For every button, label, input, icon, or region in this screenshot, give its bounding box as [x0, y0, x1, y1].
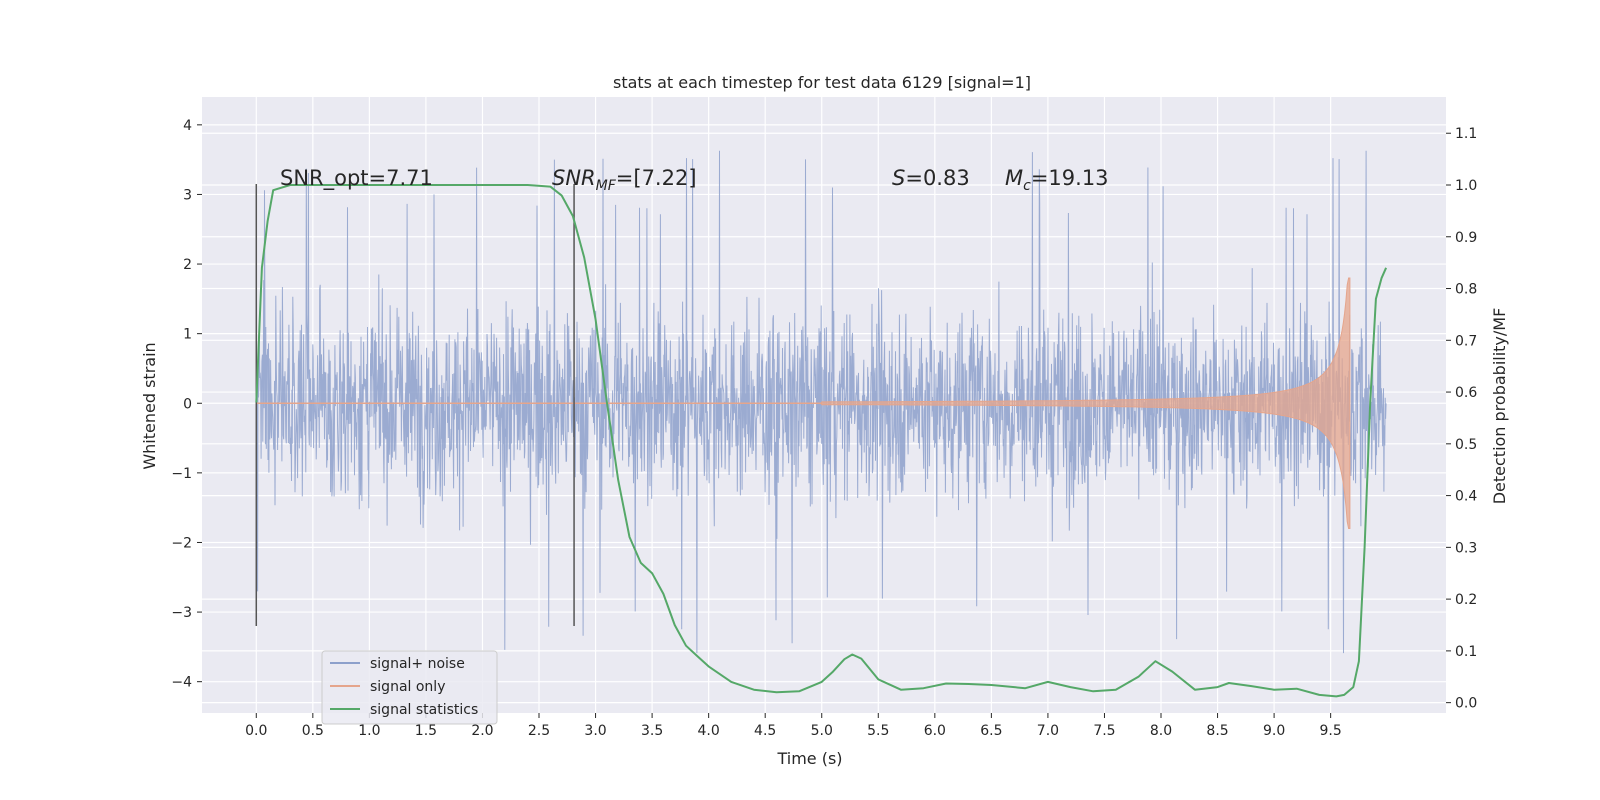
x-tick-label: 3.0 — [584, 723, 606, 739]
x-axis-label: Time (s) — [776, 749, 842, 768]
x-tick-label: 4.0 — [698, 723, 720, 739]
y2-tick-label: 0.8 — [1455, 282, 1477, 298]
y2-tick-label: 0.4 — [1455, 489, 1477, 505]
vertical-markers — [255, 184, 575, 626]
x-tick-label: 1.5 — [415, 723, 437, 739]
chart-title: stats at each timestep for test data 612… — [613, 73, 1031, 92]
signal-only-layer — [256, 277, 1351, 529]
legend: signal+ noise signal only signal statist… — [321, 650, 498, 725]
stats-layer — [255, 184, 1388, 698]
x-tick-label: 6.0 — [924, 723, 946, 739]
s-symbol: S — [892, 166, 905, 190]
x-tick-label: 1.0 — [358, 723, 380, 739]
legend-box — [321, 650, 498, 725]
x-tick-label: 7.5 — [1093, 723, 1115, 739]
x-tick-label: 2.0 — [471, 723, 493, 739]
grid — [202, 97, 1446, 713]
noise-trace — [255, 150, 1387, 654]
y-tick-label: −2 — [171, 535, 192, 551]
snr-mf-subscript: MF — [596, 178, 617, 194]
snr-mf-value: =[7.22] — [616, 166, 697, 190]
y-tick-label: 1 — [183, 327, 192, 343]
annotation-mc: Mc=19.13 — [1005, 166, 1109, 194]
x-tick-label: 0.5 — [302, 723, 324, 739]
legend-label-signal: signal only — [370, 679, 445, 695]
noise-layer — [255, 150, 1387, 654]
y-axis-label: Whitened strain — [140, 342, 159, 469]
y2-tick-label: 0.5 — [1455, 437, 1477, 453]
s-value: =0.83 — [905, 166, 969, 190]
x-tick-label: 2.5 — [528, 723, 550, 739]
x-tick-label: 5.5 — [867, 723, 889, 739]
y-tick-label: 0 — [183, 396, 192, 412]
x-tick-label: 8.0 — [1150, 723, 1172, 739]
annotation-s: S=0.83 — [892, 166, 970, 190]
legend-label-stats: signal statistics — [370, 702, 478, 718]
mc-symbol: M — [1005, 166, 1023, 190]
y2-tick-label: 0.7 — [1455, 333, 1477, 349]
legend-label-noise: signal+ noise — [370, 656, 465, 672]
ticks: 0.0 0.5 1.0 1.5 2.0 2.5 3.0 3.5 4.0 4.5 5.0 5.5 6.0 6… — [171, 118, 1477, 739]
y2-tick-label: 0.0 — [1455, 696, 1477, 712]
x-tick-label: 8.5 — [1206, 723, 1228, 739]
x-tick-label: 3.5 — [641, 723, 663, 739]
y2-tick-label: 0.9 — [1455, 230, 1477, 246]
x-tick-label: 9.5 — [1320, 723, 1342, 739]
y2-tick-label: 1.1 — [1455, 126, 1477, 142]
x-tick-label: 7.0 — [1037, 723, 1059, 739]
y2-tick-label: 0.6 — [1455, 385, 1477, 401]
x-tick-label: 6.5 — [980, 723, 1002, 739]
annotation-snr-opt: SNR_opt=7.71 — [280, 166, 433, 191]
y2-tick-label: 0.3 — [1455, 540, 1477, 556]
mc-subscript: c — [1023, 178, 1031, 194]
y2-axis-label: Detection probability/MF — [1490, 308, 1509, 505]
x-tick-label: 0.0 — [245, 723, 267, 739]
x-tick-label: 4.5 — [754, 723, 776, 739]
x-tick-label: 9.0 — [1263, 723, 1285, 739]
y2-tick-label: 0.1 — [1455, 644, 1477, 660]
y-tick-label: 2 — [183, 257, 192, 273]
snr-mf-symbol: SNR — [552, 166, 596, 190]
y-tick-label: 3 — [183, 187, 192, 203]
y-tick-label: −1 — [171, 466, 192, 482]
y-tick-label: −3 — [171, 605, 192, 621]
y-tick-label: −4 — [171, 675, 192, 691]
y2-tick-label: 1.0 — [1455, 178, 1477, 194]
mc-value: =19.13 — [1031, 166, 1109, 190]
signal-statistics-line — [255, 184, 1388, 698]
x-tick-label: 5.0 — [811, 723, 833, 739]
annotation-snr-mf: SNRMF=[7.22] — [552, 166, 697, 194]
y-tick-label: 4 — [183, 118, 192, 134]
y2-tick-label: 0.2 — [1455, 592, 1477, 608]
signal-only-chirp — [821, 277, 1351, 529]
